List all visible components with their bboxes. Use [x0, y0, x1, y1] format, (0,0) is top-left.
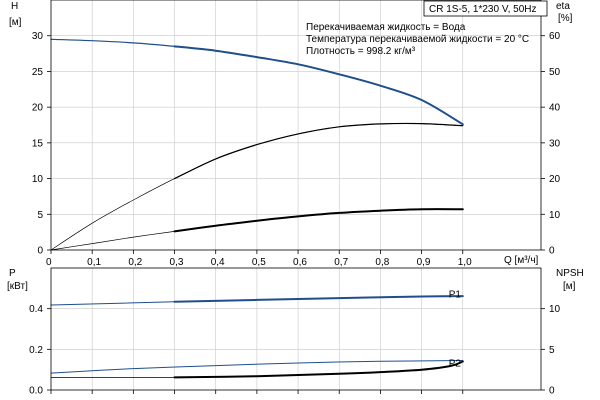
pump-label: CR 1S-5, 1*230 V, 50Hz — [429, 4, 536, 15]
top-y-right-tick-label: 0 — [549, 246, 555, 257]
x-tick-label: 0,8 — [375, 257, 389, 268]
x-tick-label: 0,9 — [417, 257, 431, 268]
bottom-tick-labels: 0.0 0.2 0.4 0 5 10 P1 P2 — [29, 289, 560, 396]
bottom-y-right-tick-label: 5 — [549, 345, 555, 356]
npsh-axis-unit: [м] — [563, 281, 576, 292]
bottom-plot-frame — [50, 267, 542, 391]
top-y-right-tick-label: 10 — [549, 210, 561, 221]
top-series-line-5 — [173, 208, 464, 233]
x-tick-label: 0,4 — [211, 257, 225, 268]
bottom-y-left-tick-label: 0.4 — [29, 304, 43, 315]
top-tick-labels: 0 0,1 0,2 0,3 0,4 0,5 0,6 0,7 0,8 0,9 1,0 0 5 10 15 20 2… — [32, 31, 561, 268]
top-y-left-tick-label: 5 — [37, 210, 43, 221]
annotation-temperature: Температура перекачиваемой жидкости = 20… — [306, 34, 529, 45]
bottom-y-right-tick-label: 0 — [549, 386, 555, 397]
top-y-right-tick-label: 40 — [549, 103, 561, 114]
top-series-line-3 — [173, 122, 464, 180]
bottom-y-left-tick-label: 0.2 — [29, 345, 43, 356]
top-plot-frame — [50, 0, 542, 251]
power-axis-unit: [кВт] — [7, 281, 28, 292]
bottom-series-line-1 — [173, 295, 464, 303]
head-axis-unit: [м] — [9, 17, 22, 28]
top-y-left-tick-label: 20 — [32, 103, 44, 114]
top-y-right-tick-label: 30 — [549, 138, 561, 149]
annotation-liquid: Перекачиваемая жидкость = Вода — [306, 22, 466, 33]
top-y-right-tick-label: 50 — [549, 67, 561, 78]
x-tick-label: 0 — [46, 257, 52, 268]
pump-label-box — [423, 0, 548, 17]
top-y-left-tick-label: 30 — [32, 31, 44, 42]
bottom-y-right-tick-label: 10 — [549, 304, 561, 315]
top-series — [50, 38, 464, 251]
top-y-left-tick-label: 15 — [32, 138, 44, 149]
x-tick-label: 0,3 — [170, 257, 184, 268]
eta-axis-unit: [%] — [558, 13, 573, 24]
x-tick-label: 0,7 — [334, 257, 348, 268]
bottom-grid — [51, 268, 541, 390]
top-grid — [51, 0, 541, 250]
x-tick-label: 0,5 — [252, 257, 266, 268]
power-npsh-panel: 0.0 0.2 0.4 0 5 10 P1 P2 P [кВт] NPSH [м] — [7, 267, 584, 397]
power-axis-label: P — [9, 268, 16, 279]
x-tick-label: 0,2 — [128, 257, 142, 268]
head-axis-label: H — [11, 1, 18, 12]
bottom-series-line-2 — [50, 360, 464, 374]
top-y-right-tick-label: 20 — [549, 174, 561, 185]
x-tick-label: 1,0 — [458, 257, 472, 268]
series-label-p1: P1 — [449, 289, 462, 300]
bottom-series-line-4 — [173, 360, 464, 379]
top-y-left-tick-label: 10 — [32, 174, 44, 185]
series-label-p2: P2 — [449, 359, 462, 370]
bottom-series — [50, 295, 464, 379]
npsh-axis-label: NPSH — [556, 268, 584, 279]
eta-axis-label: eta — [556, 1, 570, 12]
bottom-y-left-tick-label: 0.0 — [29, 386, 43, 397]
head-efficiency-panel: 0 0,1 0,2 0,3 0,4 0,5 0,6 0,7 0,8 0,9 1,0 0 5 10 15 20 2… — [9, 0, 573, 268]
flow-axis-label: Q [м³/ч] — [504, 255, 539, 266]
x-tick-label: 0,6 — [293, 257, 307, 268]
annotation-density: Плотность = 998.2 кг/м³ — [306, 46, 416, 57]
top-series-line-1 — [173, 45, 464, 126]
top-y-left-tick-label: 0 — [37, 246, 43, 257]
top-y-left-tick-label: 25 — [32, 67, 44, 78]
top-y-right-tick-label: 60 — [549, 31, 561, 42]
x-tick-label: 0,1 — [87, 257, 101, 268]
top-series-line-4 — [50, 231, 175, 251]
